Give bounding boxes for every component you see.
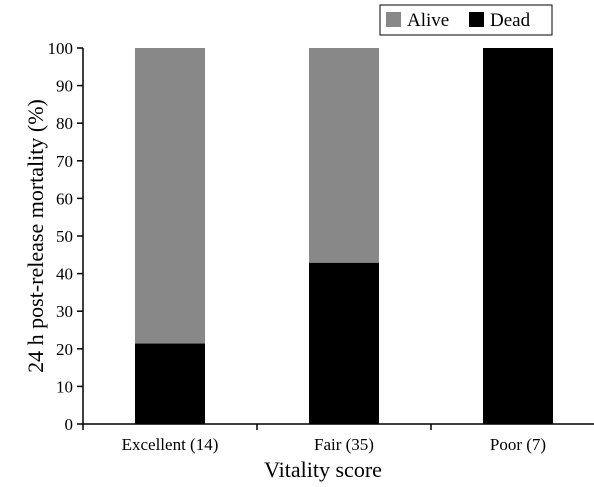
y-tick-label: 0 [65, 415, 74, 434]
x-tick-label: Poor (7) [490, 435, 546, 454]
legend-label-dead: Dead [490, 10, 531, 31]
legend-box [379, 4, 553, 36]
y-ticks: 0 10 20 30 40 50 60 70 80 90 100 [48, 39, 83, 434]
bar-dead-fair [309, 262, 379, 424]
bar-dead-excellent [135, 343, 205, 424]
y-axis-title: 24 h post-release mortality (%) [23, 99, 48, 373]
bar-alive-fair [309, 48, 379, 263]
legend-swatch-alive [386, 12, 401, 27]
y-tick-label: 30 [56, 302, 73, 321]
y-tick-label: 50 [56, 227, 73, 246]
legend: Alive Dead [379, 4, 553, 36]
x-tick-label: Fair (35) [314, 435, 374, 454]
y-tick-label: 90 [56, 77, 73, 96]
bar-dead-poor [483, 48, 553, 424]
y-tick-label: 100 [48, 39, 74, 58]
y-tick-label: 10 [56, 377, 73, 396]
y-tick-label: 40 [56, 265, 73, 284]
legend-swatch-dead [469, 12, 484, 27]
legend-label-alive: Alive [407, 10, 449, 31]
y-tick-label: 70 [56, 152, 73, 171]
x-ticks: Excellent (14) Fair (35) Poor (7) [82, 424, 546, 454]
bars [135, 48, 553, 424]
y-tick-label: 20 [56, 340, 73, 359]
y-tick-label: 60 [56, 189, 73, 208]
y-tick-label: 80 [56, 114, 73, 133]
x-axis-title: Vitality score [264, 457, 382, 482]
x-tick-label: Excellent (14) [122, 435, 219, 454]
bar-alive-excellent [135, 48, 205, 344]
